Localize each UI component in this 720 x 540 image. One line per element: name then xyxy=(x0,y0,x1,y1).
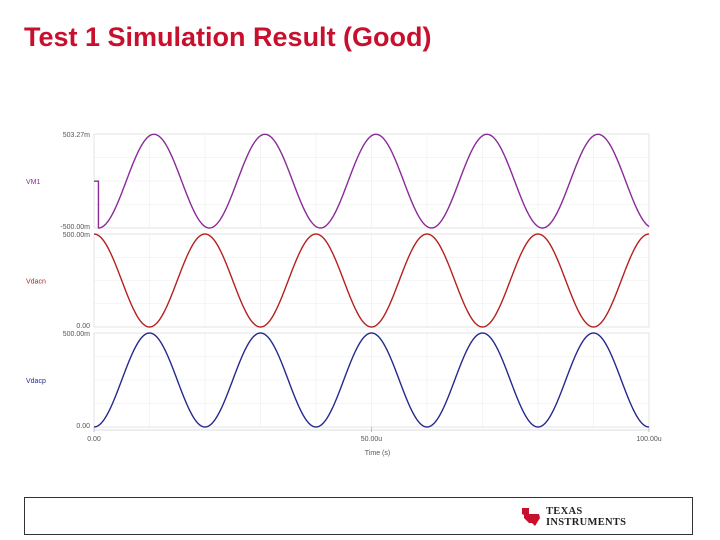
series-label-vdacn: Vdacn xyxy=(26,279,46,286)
y-tick-label: -500.00m xyxy=(60,224,90,231)
x-axis-label: Time (s) xyxy=(365,450,390,457)
x-tick-label: 50.00u xyxy=(361,436,383,443)
texas-state-icon xyxy=(522,508,540,526)
series-label-vm1: VM1 xyxy=(26,179,41,186)
series-line-vm1 xyxy=(94,133,650,229)
logo-line-2: Instruments xyxy=(546,517,627,528)
simulation-plot: 503.27m-500.00mVM1500.00m0.00Vdacn500.00… xyxy=(26,132,662,457)
y-tick-label: 0.00 xyxy=(76,323,90,330)
x-tick-label: 0.00 xyxy=(87,436,101,443)
series-line-vdacp xyxy=(93,332,650,428)
logo-line-1: Texas xyxy=(546,506,583,517)
x-tick-label: 100.00u xyxy=(636,436,661,443)
slide-title: Test 1 Simulation Result (Good) xyxy=(24,22,432,52)
texas-instruments-logo: Texas Instruments xyxy=(520,505,626,529)
series-line-vdacn xyxy=(93,233,650,328)
y-tick-label: 0.00 xyxy=(76,423,90,430)
y-tick-label: 503.27m xyxy=(63,132,90,139)
y-tick-label: 500.00m xyxy=(63,232,90,239)
footer-bar xyxy=(24,497,693,535)
series-label-vdacp: Vdacp xyxy=(26,378,46,385)
y-tick-label: 500.00m xyxy=(63,331,90,338)
